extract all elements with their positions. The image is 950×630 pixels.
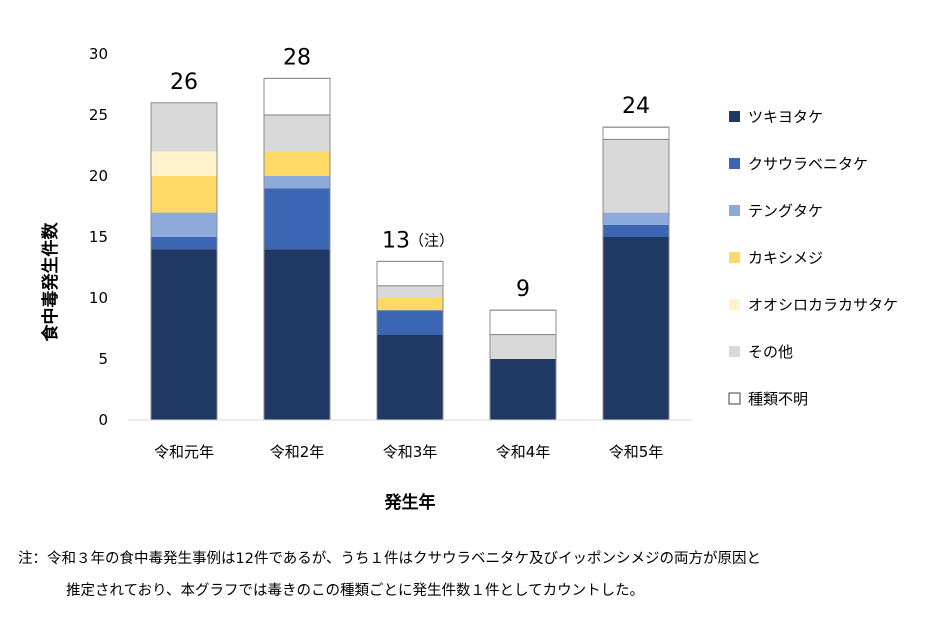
legend-swatch (729, 299, 740, 310)
bar-segment-3-0 (151, 176, 217, 213)
bar-segment-1-1 (264, 188, 330, 250)
footnote-line-1: 注：令和３年の食中毒発生事例は12件であるが、うち１件はクサウラベニタケ及びイッ… (18, 551, 762, 567)
y-tick-label: 10 (89, 289, 108, 307)
x-axis-title: 発生年 (384, 492, 436, 513)
bar-segment-1-2 (377, 310, 443, 335)
total-label: 28 (283, 45, 311, 70)
y-tick-label: 0 (98, 411, 108, 429)
bar-segment-0-4 (603, 237, 669, 420)
y-axis-title: 食中毒発生件数 (40, 222, 61, 342)
legend-swatch (728, 392, 741, 405)
x-tick-label: 令和5年 (609, 443, 664, 461)
total-labels: 26 28 13 （注） 9 24 (170, 45, 650, 302)
bar-segment-0-0 (151, 249, 217, 420)
bar-segment-5-3 (490, 334, 556, 359)
bar-segment-2-1 (264, 176, 330, 189)
bar-segment-4-0 (151, 151, 217, 176)
bar-segment-5-2 (377, 285, 443, 298)
bars-layer (150, 77, 670, 421)
x-axis-ticks: 令和元年 令和2年 令和3年 令和4年 令和5年 (154, 443, 663, 461)
y-tick-label: 25 (89, 106, 108, 124)
total-label: 26 (170, 70, 198, 95)
total-label: 13 (382, 228, 410, 253)
bar-segment-1-4 (603, 224, 669, 237)
legend-label: 種類不明 (748, 390, 808, 408)
legend-swatch (729, 205, 740, 216)
bar-segment-6-4 (602, 126, 670, 140)
total-annotation: （注） (409, 231, 454, 249)
legend-label: その他 (748, 343, 793, 361)
bar-segment-0-1 (264, 249, 330, 420)
legend-label: オオシロカラカサタケ (748, 296, 898, 314)
stacked-bar-chart: 0 5 10 15 20 25 30 令和元年 令和2年 令和3年 令和4年 令和5年 26 28 13… (40, 45, 898, 513)
x-tick-label: 令和2年 (270, 443, 325, 461)
legend-swatch (729, 346, 740, 357)
legend-label: クサウラベニタケ (748, 155, 868, 173)
bar-segment-2-4 (603, 212, 669, 225)
legend-label: テングタケ (748, 202, 823, 220)
legend-swatch (729, 158, 740, 169)
x-tick-label: 令和元年 (154, 443, 214, 461)
y-tick-label: 20 (89, 167, 108, 185)
bar-segment-1-0 (151, 237, 217, 250)
footnote-line-2: 推定されており、本グラフでは毒きのこの種類ごとに発生件数１件としてカウントした。 (66, 583, 645, 599)
bar-segment-6-3 (489, 309, 557, 336)
bar-segment-6-1 (263, 77, 331, 116)
bar-segment-0-3 (490, 359, 556, 420)
x-tick-label: 令和3年 (383, 443, 438, 461)
bar-segment-5-0 (151, 102, 217, 152)
y-tick-label: 30 (89, 45, 108, 63)
bar-segment-2-0 (151, 212, 217, 237)
y-tick-label: 5 (98, 350, 108, 368)
legend-label: ツキヨタケ (748, 108, 823, 126)
x-tick-label: 令和4年 (496, 443, 551, 461)
total-label: 24 (622, 94, 650, 119)
bar-segment-3-1 (264, 151, 330, 176)
bar-segment-3-2 (377, 298, 443, 311)
bar-segment-5-1 (264, 115, 330, 152)
y-tick-label: 15 (89, 228, 108, 246)
bar-segment-6-2 (376, 260, 444, 287)
legend-swatch (729, 252, 740, 263)
legend-label: カキシメジ (748, 249, 823, 267)
legend-swatch (729, 111, 740, 122)
bar-segment-0-2 (377, 334, 443, 420)
bar-segment-5-4 (603, 139, 669, 213)
y-axis-ticks: 0 5 10 15 20 25 30 (89, 45, 108, 429)
total-label: 9 (516, 277, 530, 302)
